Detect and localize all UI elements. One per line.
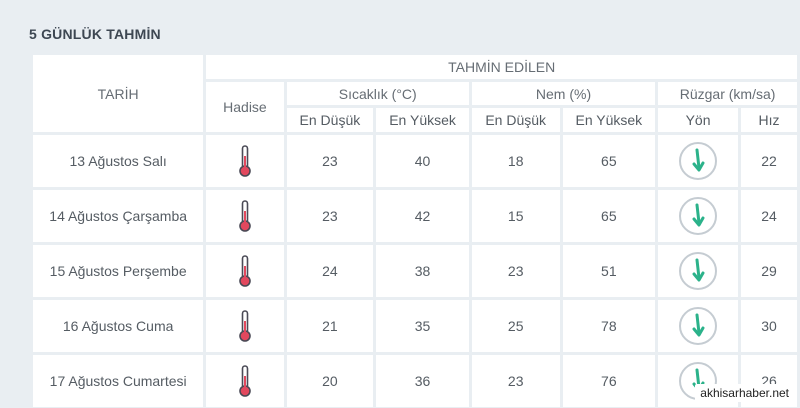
wind-speed-header: Hız: [737, 105, 800, 135]
hum-low-cell: 23: [468, 242, 563, 300]
table-row: 15 Ağustos Perşembe 24 38 23 51 29: [29, 242, 800, 300]
hum-high-cell: 65: [559, 187, 659, 245]
humidity-header: Nem (%): [468, 79, 659, 108]
hum-low-cell: 15: [468, 187, 563, 245]
date-cell: 17 Ağustos Cumartesi: [29, 352, 207, 408]
wind-speed-cell: 24: [737, 187, 800, 245]
temp-high-cell: 40: [373, 132, 472, 190]
date-header: TARİH: [29, 52, 207, 135]
temp-low-cell: 20: [283, 352, 377, 408]
page-title: 5 GÜNLÜK TAHMİN: [29, 26, 161, 42]
event-cell: [203, 132, 287, 190]
temperature-header: Sıcaklık (°C): [283, 79, 472, 108]
wind-arrow-down-icon: [679, 307, 718, 345]
table-row: 16 Ağustos Cuma 21 35 25 78 30: [29, 297, 800, 355]
wind-arrow-down-icon: [679, 142, 718, 180]
wind-dir-cell: [655, 297, 741, 355]
event-cell: [203, 297, 287, 355]
wind-arrow-down-icon: [679, 252, 718, 290]
hum-high-header: En Yüksek: [559, 105, 659, 135]
thermometer-icon: [239, 255, 251, 287]
temp-low-cell: 24: [283, 242, 377, 300]
thermometer-icon: [239, 145, 251, 177]
date-cell: 13 Ağustos Salı: [29, 132, 207, 190]
date-cell: 16 Ağustos Cuma: [29, 297, 207, 355]
table-row: 17 Ağustos Cumartesi 20 36 23 76 26: [29, 352, 800, 408]
table-row: 13 Ağustos Salı 23 40 18 65 22: [29, 132, 800, 190]
hum-low-header: En Düşük: [468, 105, 563, 135]
temp-high-cell: 36: [373, 352, 472, 408]
date-cell: 14 Ağustos Çarşamba: [29, 187, 207, 245]
thermometer-icon: [239, 365, 251, 397]
wind-speed-cell: 30: [737, 297, 800, 355]
event-cell: [203, 187, 287, 245]
date-cell: 15 Ağustos Perşembe: [29, 242, 207, 300]
wind-header: Rüzgar (km/sa): [655, 79, 800, 108]
hum-low-cell: 23: [468, 352, 563, 408]
thermometer-icon: [239, 310, 251, 342]
temp-low-cell: 21: [283, 297, 377, 355]
hum-high-cell: 51: [559, 242, 659, 300]
table-row: 14 Ağustos Çarşamba 23 42 15 65 24: [29, 187, 800, 245]
temp-low-cell: 23: [283, 187, 377, 245]
temp-high-cell: 42: [373, 187, 472, 245]
temp-high-cell: 35: [373, 297, 472, 355]
temp-high-cell: 38: [373, 242, 472, 300]
watermark: akhisarhaber.net: [695, 384, 794, 402]
temp-high-header: En Yüksek: [373, 105, 472, 135]
hum-high-cell: 65: [559, 132, 659, 190]
hum-low-cell: 18: [468, 132, 563, 190]
temp-low-cell: 23: [283, 132, 377, 190]
wind-dir-cell: [655, 242, 741, 300]
thermometer-icon: [239, 200, 251, 232]
event-header: Hadise: [203, 79, 287, 135]
forecast-header: TAHMİN EDİLEN: [203, 52, 800, 82]
event-cell: [203, 242, 287, 300]
wind-speed-cell: 29: [737, 242, 800, 300]
hum-high-cell: 76: [559, 352, 659, 408]
hum-high-cell: 78: [559, 297, 659, 355]
wind-arrow-down-icon: [679, 197, 718, 235]
temp-low-header: En Düşük: [283, 105, 377, 135]
wind-dir-cell: [655, 132, 741, 190]
event-cell: [203, 352, 287, 408]
wind-speed-cell: 22: [737, 132, 800, 190]
hum-low-cell: 25: [468, 297, 563, 355]
forecast-table: TARİH TAHMİN EDİLEN Hadise Sıcaklık (°C)…: [29, 52, 800, 408]
wind-dir-cell: [655, 187, 741, 245]
wind-dir-header: Yön: [655, 105, 741, 135]
